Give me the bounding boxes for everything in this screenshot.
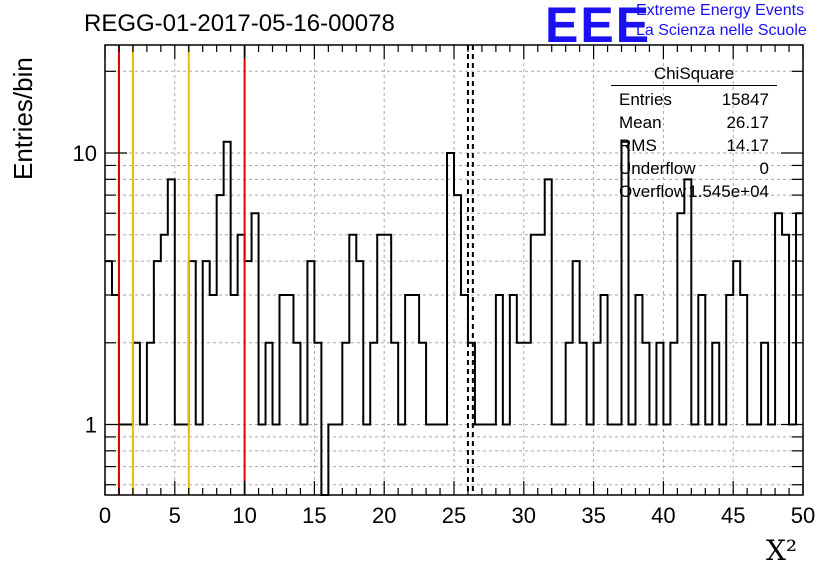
- stats-underflow-value: 0: [759, 159, 769, 178]
- x-tick-label: 25: [442, 503, 466, 528]
- stats-row-rms: RMS 14.17: [611, 134, 777, 157]
- x-axis-label: X²: [766, 534, 798, 567]
- stats-box: ChiSquare Entries 15847 Mean 26.17 RMS 1…: [611, 64, 777, 203]
- stats-rms-value: 14.17: [726, 136, 769, 155]
- stats-row-overflow: Overflow 1.545e+04: [611, 180, 777, 203]
- x-tick-label: 20: [372, 503, 396, 528]
- stats-mean-label: Mean: [619, 113, 662, 132]
- eee-logo: EEE: [545, 0, 652, 53]
- stats-entries-label: Entries: [619, 90, 672, 109]
- run-title: REGG-01-2017-05-16-00078: [84, 10, 395, 37]
- x-tick-label: 45: [721, 503, 745, 528]
- stats-row-entries: Entries 15847: [611, 88, 777, 111]
- x-tick-label: 30: [512, 503, 536, 528]
- stats-row-mean: Mean 26.17: [611, 111, 777, 134]
- x-tick-label: 15: [302, 503, 326, 528]
- x-tick-label: 50: [791, 503, 815, 528]
- stats-row-underflow: Underflow 0: [611, 157, 777, 180]
- stats-mean-value: 26.17: [726, 113, 769, 132]
- x-tick-label: 35: [581, 503, 605, 528]
- stats-title: ChiSquare: [611, 64, 777, 86]
- y-tick-label: 10: [73, 141, 97, 166]
- y-tick-label: 1: [85, 413, 97, 438]
- stats-underflow-label: Underflow: [619, 159, 696, 178]
- y-axis-label: Entries/bin: [8, 57, 38, 180]
- stats-rms-label: RMS: [619, 136, 657, 155]
- logo-line-2: La Scienza nelle Scuole: [636, 22, 807, 39]
- stats-entries-value: 15847: [721, 90, 769, 109]
- x-tick-label: 40: [651, 503, 675, 528]
- x-tick-label: 10: [232, 503, 256, 528]
- histogram-series: [105, 140, 803, 496]
- x-tick-label: 0: [99, 503, 111, 528]
- stats-overflow-label: Overflow: [619, 182, 687, 201]
- stats-overflow-value: 1.545e+04: [688, 182, 769, 201]
- logo-line-1: Extreme Energy Events: [636, 2, 805, 19]
- x-tick-label: 5: [169, 503, 181, 528]
